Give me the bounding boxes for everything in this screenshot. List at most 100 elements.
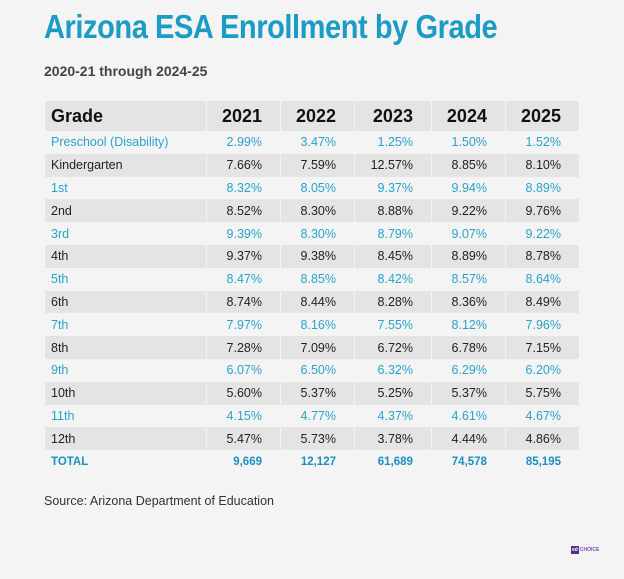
logo-mark: ed [571,546,579,554]
value-cell: 8.89% [431,244,505,268]
value-cell: 8.47% [226,272,262,287]
grade-cell: 3rd [51,226,70,241]
value-cell: 9.76% [505,199,579,223]
column-header-grade: Grade [45,101,206,131]
table-row: 4th 9.37% 9.38% 8.45% 8.89% 8.78% [45,244,579,268]
value-cell: 7.59% [281,153,354,177]
page-title: Arizona ESA Enrollment by Grade [44,8,498,45]
value-cell: 7.96% [525,317,561,332]
column-header-2025: 2025 [505,101,579,131]
value-cell: 4.86% [505,427,579,451]
total-value: 12,127 [300,456,336,469]
grade-cell: 5th [51,272,69,287]
edchoice-logo: ed CHOICE [571,546,599,554]
table-row: 1st 8.32% 8.05% 9.37% 9.94% 8.89% [45,177,579,200]
value-cell: 8.16% [300,317,336,332]
table-row: 11th 4.15% 4.77% 4.37% 4.61% 4.67% [45,405,579,428]
value-cell: 8.44% [281,290,354,314]
value-cell: 8.85% [300,272,336,287]
value-cell: 1.52% [525,135,561,150]
value-cell: 6.78% [431,336,505,359]
value-cell: 9.07% [451,226,487,241]
value-cell: 1.25% [377,135,413,150]
table-row: 6th 8.74% 8.44% 8.28% 8.36% 8.49% [45,290,579,314]
value-cell: 1.50% [451,135,487,150]
value-cell: 6.50% [300,363,336,378]
value-cell: 6.32% [377,363,413,378]
value-cell: 7.97% [226,317,262,332]
total-value: 9,669 [233,456,262,469]
value-cell: 4.44% [431,427,505,451]
value-cell: 8.42% [377,272,413,287]
source-note: Source: Arizona Department of Education [44,494,274,508]
value-cell: 8.49% [505,290,579,314]
enrollment-table: Grade 2021 2022 2023 2024 2025 Preschool (Dis… [44,101,580,474]
grade-cell: 6th [45,290,206,314]
total-value: 74,578 [451,456,487,469]
column-header-2024: 2024 [431,101,505,131]
value-cell: 8.10% [505,153,579,177]
value-cell: 5.37% [431,381,505,405]
grade-cell: Preschool (Disability) [51,135,169,150]
value-cell: 8.36% [431,290,505,314]
value-cell: 8.45% [355,244,431,268]
value-cell: 8.74% [207,290,280,314]
table-row: Preschool (Disability) 2.99% 3.47% 1.25% 1.5… [45,131,579,154]
value-cell: 9.22% [431,199,505,223]
value-cell: 8.88% [355,199,431,223]
value-cell: 8.85% [431,153,505,177]
table-header-row: Grade 2021 2022 2023 2024 2025 [45,101,579,131]
grade-cell: 1st [51,180,68,195]
value-cell: 6.72% [355,336,431,359]
table-row: 10th 5.60% 5.37% 5.25% 5.37% 5.75% [45,381,579,405]
grade-cell: 4th [45,244,206,268]
value-cell: 7.15% [505,336,579,359]
value-cell: 8.30% [281,199,354,223]
value-cell: 8.30% [300,226,336,241]
value-cell: 5.60% [207,381,280,405]
total-value: 61,689 [377,456,413,469]
table-row: 3rd 9.39% 8.30% 8.79% 9.07% 9.22% [45,222,579,245]
value-cell: 4.77% [300,408,336,423]
value-cell: 6.07% [226,363,262,378]
value-cell: 7.28% [207,336,280,359]
value-cell: 8.12% [451,317,487,332]
value-cell: 7.66% [207,153,280,177]
table-row: 5th 8.47% 8.85% 8.42% 8.57% 8.64% [45,268,579,291]
value-cell: 4.67% [525,408,561,423]
total-label: TOTAL [51,456,89,469]
total-value: 85,195 [525,456,561,469]
value-cell: 9.39% [226,226,262,241]
value-cell: 6.20% [525,363,561,378]
table-row: 9th 6.07% 6.50% 6.32% 6.29% 6.20% [45,359,579,382]
value-cell: 2.99% [226,135,262,150]
table-row: 12th 5.47% 5.73% 3.78% 4.44% 4.86% [45,427,579,451]
value-cell: 8.57% [451,272,487,287]
value-cell: 7.55% [377,317,413,332]
value-cell: 5.73% [281,427,354,451]
value-cell: 8.28% [355,290,431,314]
value-cell: 9.37% [207,244,280,268]
grade-cell: 12th [45,427,206,451]
value-cell: 8.52% [207,199,280,223]
grade-cell: 8th [45,336,206,359]
grade-cell: Kindergarten [45,153,206,177]
table-row: 2nd 8.52% 8.30% 8.88% 9.22% 9.76% [45,199,579,223]
value-cell: 9.37% [377,180,413,195]
value-cell: 5.37% [281,381,354,405]
value-cell: 3.78% [355,427,431,451]
total-row: TOTAL 9,669 12,127 61,689 74,578 85,195 [45,450,579,474]
value-cell: 12.57% [355,153,431,177]
value-cell: 4.37% [377,408,413,423]
value-cell: 9.38% [281,244,354,268]
column-header-2022: 2022 [281,101,354,131]
column-header-2021: 2021 [207,101,280,131]
page-subtitle: 2020-21 through 2024-25 [44,63,208,79]
value-cell: 4.61% [451,408,487,423]
grade-cell: 2nd [45,199,206,223]
value-cell: 8.32% [226,180,262,195]
logo-text: CHOICE [579,547,600,553]
value-cell: 3.47% [300,135,336,150]
table-row: 7th 7.97% 8.16% 7.55% 8.12% 7.96% [45,313,579,336]
value-cell: 8.89% [525,180,561,195]
